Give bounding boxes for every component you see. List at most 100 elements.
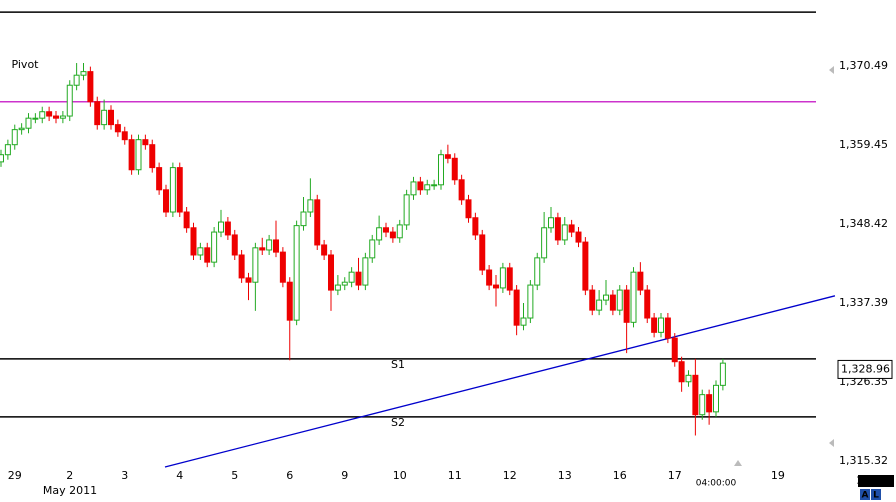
x-tick-label: 10 <box>393 469 407 482</box>
candle-body <box>224 221 231 236</box>
corner-button[interactable]: A <box>862 491 869 501</box>
candle-body <box>183 211 190 229</box>
price-label: 1,328.96 <box>841 362 890 375</box>
y-tick-label: 1,348.42 <box>839 217 888 230</box>
scroll-arrow[interactable] <box>734 460 742 466</box>
x-tick-label: 5 <box>231 469 238 482</box>
candle-body <box>94 101 101 126</box>
candle-body <box>369 239 376 259</box>
x-tick-label: 4 <box>176 469 183 482</box>
candle-body <box>73 74 80 86</box>
candle-body <box>11 129 18 146</box>
candle-body <box>204 247 211 263</box>
scroll-arrow[interactable] <box>829 66 834 74</box>
candle-body <box>307 199 314 213</box>
candle-body <box>424 184 431 191</box>
candle-body <box>554 217 561 241</box>
x-tick-label: 9 <box>341 469 348 482</box>
candle-body <box>637 271 644 291</box>
candle-body <box>176 167 183 213</box>
candle-body <box>128 139 135 171</box>
candle-body <box>355 271 362 286</box>
candle-body <box>438 154 444 186</box>
candle-body <box>410 181 417 196</box>
candle-body <box>561 224 568 241</box>
candle-body <box>472 217 479 236</box>
candle-body <box>623 289 630 323</box>
candle-body <box>142 139 149 146</box>
candle-body <box>300 211 307 227</box>
candle-body <box>692 374 699 416</box>
candle-body <box>314 199 321 246</box>
candle-body <box>259 247 266 251</box>
candle-body <box>444 154 451 159</box>
candle-body <box>568 224 575 233</box>
scroll-arrow[interactable] <box>829 439 834 447</box>
candle-body <box>362 257 369 286</box>
candle-body <box>252 247 259 283</box>
candle-body <box>389 231 396 239</box>
candle-body <box>431 184 438 187</box>
candle-body <box>719 362 726 386</box>
candle-body <box>706 394 713 413</box>
candle-body <box>383 227 389 233</box>
candle-body <box>321 244 328 256</box>
level-label: Pivot <box>11 58 39 71</box>
candle-body <box>348 271 355 283</box>
candle-body <box>685 374 692 383</box>
x-tick-label: 19 <box>771 469 785 482</box>
y-tick-label: 1,315.32 <box>839 454 888 467</box>
candle-body <box>156 167 163 191</box>
candle-body <box>493 284 499 289</box>
corner-button-box[interactable] <box>871 489 881 500</box>
candle-body <box>46 111 53 117</box>
candle-body <box>211 231 218 263</box>
scale-step-box <box>858 475 894 487</box>
candle-body <box>66 84 73 117</box>
candle-body <box>630 271 637 323</box>
candle-body <box>458 179 465 201</box>
candle-body <box>582 241 589 291</box>
x-tick-label: 16 <box>613 469 627 482</box>
candle-body <box>121 131 128 141</box>
x-tick-label: 3 <box>121 469 128 482</box>
candle-body <box>513 289 520 326</box>
candle-body <box>678 361 685 383</box>
candle-body <box>266 239 273 251</box>
candle-body <box>39 111 46 119</box>
candle-body <box>341 281 348 286</box>
candle-body <box>486 269 493 286</box>
y-tick-label: 1,337.39 <box>839 296 888 309</box>
candle-body <box>53 115 59 119</box>
corner-button-box[interactable] <box>860 489 870 500</box>
candle-body <box>506 267 513 291</box>
candle-body <box>101 109 108 126</box>
x-tick-label: 29 <box>8 469 22 482</box>
candle-body <box>376 227 383 241</box>
price-label-box <box>837 359 893 379</box>
candle-body <box>417 181 424 191</box>
candle-body <box>671 337 678 363</box>
candle-body <box>713 384 719 413</box>
candle-body <box>534 257 541 286</box>
candle-body <box>596 299 603 311</box>
x-tick-label: 2 <box>66 469 73 482</box>
corner-button[interactable]: L <box>873 491 879 501</box>
candle-body <box>0 154 4 163</box>
candle-body <box>616 289 623 311</box>
candle-body <box>163 189 169 213</box>
candle-body <box>541 227 548 259</box>
level-label: S2 <box>391 416 405 429</box>
candle-body <box>25 117 32 129</box>
x-tick-label: 17 <box>668 469 682 482</box>
candle-body <box>658 317 664 333</box>
candle-body <box>527 284 534 319</box>
candle-body <box>18 127 25 131</box>
candle-body <box>190 227 197 256</box>
candle-body <box>603 294 609 301</box>
y-tick-label: 1,359.45 <box>839 138 888 151</box>
candle-body <box>279 251 286 283</box>
candle-body <box>169 167 176 213</box>
candle-body <box>479 234 486 271</box>
x-tick-label: 04:00:00 <box>696 479 737 489</box>
